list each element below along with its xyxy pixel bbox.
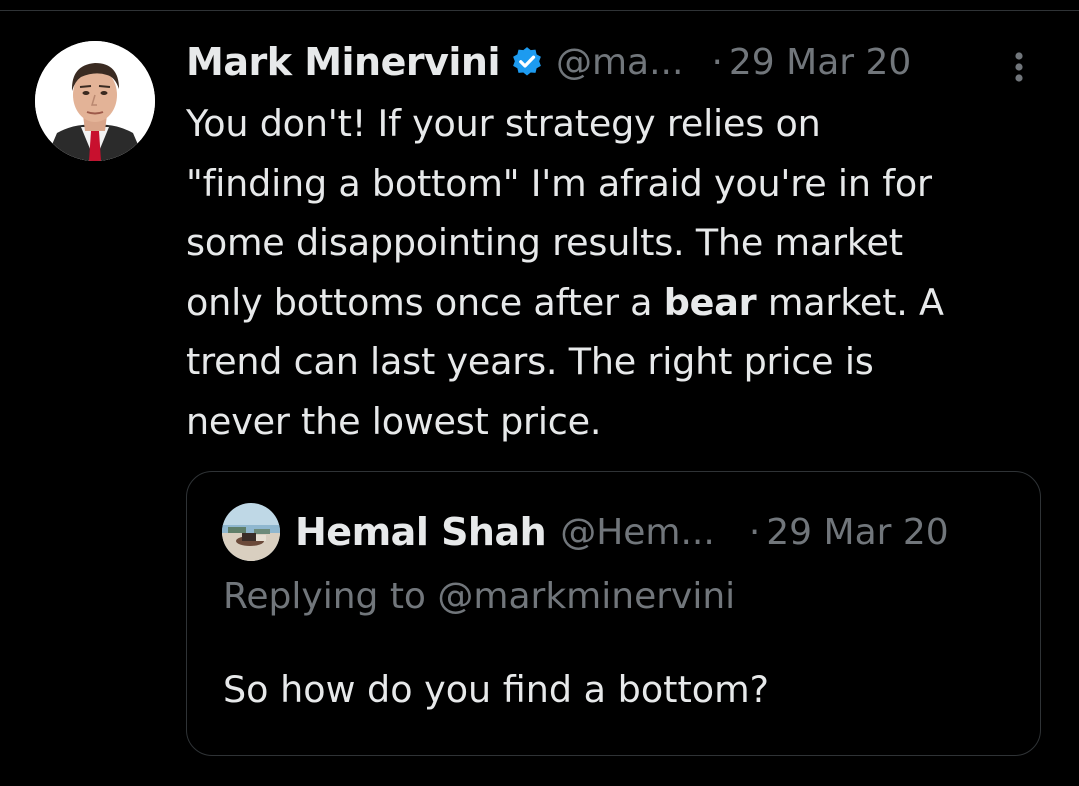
bold-word: bear bbox=[663, 280, 757, 324]
tweet-text-line: trend can last years. The right price is bbox=[186, 340, 874, 383]
quoted-tweet-header: Hemal Shah @Hem... · 29 Mar 20 bbox=[295, 508, 949, 556]
quoted-author-handle[interactable]: @Hem... bbox=[560, 511, 715, 553]
top-divider bbox=[0, 10, 1079, 11]
replying-to-label: Replying to @markminervini bbox=[223, 576, 736, 617]
tweet-date[interactable]: 29 Mar 20 bbox=[728, 41, 912, 83]
tweet-text-line: some disappointing results. The market bbox=[186, 221, 903, 264]
more-vertical-icon[interactable] bbox=[1006, 46, 1032, 86]
author-avatar[interactable] bbox=[35, 41, 155, 161]
avatar-beach-icon bbox=[222, 503, 280, 561]
quoted-author-avatar[interactable] bbox=[222, 503, 280, 561]
tweet-text-line: only bottoms once after a bear market. A bbox=[186, 280, 944, 324]
author-handle[interactable]: @ma... bbox=[555, 41, 684, 83]
tweet-text-line: never the lowest price. bbox=[186, 399, 602, 443]
tweet-header: Mark Minervini @ma... · 29 Mar 20 bbox=[186, 38, 1046, 86]
verified-badge-icon bbox=[510, 45, 544, 79]
author-display-name[interactable]: Mark Minervini bbox=[186, 40, 500, 84]
header-separator: · bbox=[711, 41, 723, 83]
quoted-tweet-date[interactable]: 29 Mar 20 bbox=[766, 511, 949, 553]
quoted-header-separator: · bbox=[748, 511, 761, 553]
avatar-portrait-icon bbox=[35, 41, 155, 161]
tweet-text: You don't! If your strategy relies on "f… bbox=[186, 94, 1056, 451]
quoted-tweet-text: So how do you find a bottom? bbox=[223, 668, 770, 711]
tweet-text-line: "finding a bottom" I'm afraid you're in … bbox=[186, 161, 932, 205]
quoted-tweet-card[interactable]: Hemal Shah @Hem... · 29 Mar 20 Replying … bbox=[186, 471, 1041, 756]
tweet-text-line: You don't! If your strategy relies on bbox=[186, 102, 821, 145]
quoted-author-display-name[interactable]: Hemal Shah bbox=[295, 510, 547, 554]
